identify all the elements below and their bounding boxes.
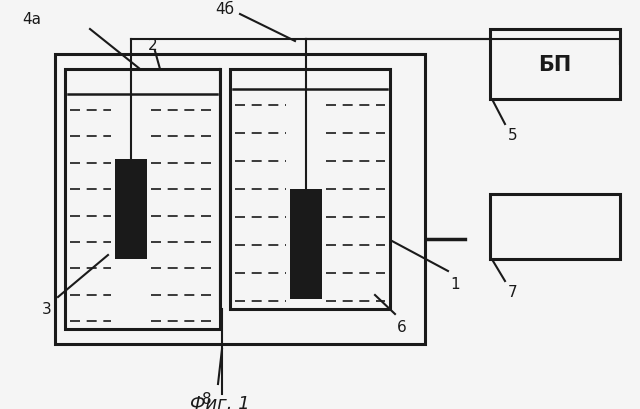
Text: 8: 8 xyxy=(202,391,212,406)
Bar xyxy=(290,189,322,299)
Bar xyxy=(490,30,620,100)
Text: 2: 2 xyxy=(148,38,157,53)
Text: 1: 1 xyxy=(450,276,460,291)
Text: 7: 7 xyxy=(508,284,518,299)
Text: 5: 5 xyxy=(508,128,518,143)
Bar xyxy=(490,195,620,259)
Bar xyxy=(230,70,390,309)
Text: 4а: 4а xyxy=(22,12,41,27)
Bar xyxy=(65,70,220,329)
Text: Фиг. 1: Фиг. 1 xyxy=(190,394,250,409)
Text: БП: БП xyxy=(538,55,572,75)
Bar xyxy=(55,55,425,344)
Text: 3: 3 xyxy=(42,301,52,316)
Text: 6: 6 xyxy=(397,319,407,334)
Bar xyxy=(115,160,147,259)
Text: 4б: 4б xyxy=(215,2,234,18)
